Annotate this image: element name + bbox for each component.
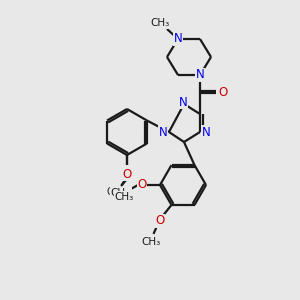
- Text: CH₃: CH₃: [142, 237, 161, 247]
- Text: CH₃: CH₃: [110, 188, 130, 198]
- Text: O: O: [218, 86, 228, 100]
- Text: O: O: [122, 167, 132, 181]
- Text: O: O: [155, 214, 164, 227]
- Text: N: N: [202, 125, 210, 139]
- Text: O: O: [137, 178, 147, 191]
- Text: N: N: [174, 32, 182, 46]
- Text: OCH₃: OCH₃: [106, 187, 132, 197]
- Text: N: N: [159, 125, 167, 139]
- Text: N: N: [178, 95, 188, 109]
- Text: N: N: [196, 68, 204, 82]
- Text: CH₃: CH₃: [114, 192, 134, 202]
- Text: CH₃: CH₃: [150, 18, 170, 28]
- Text: O: O: [122, 166, 132, 178]
